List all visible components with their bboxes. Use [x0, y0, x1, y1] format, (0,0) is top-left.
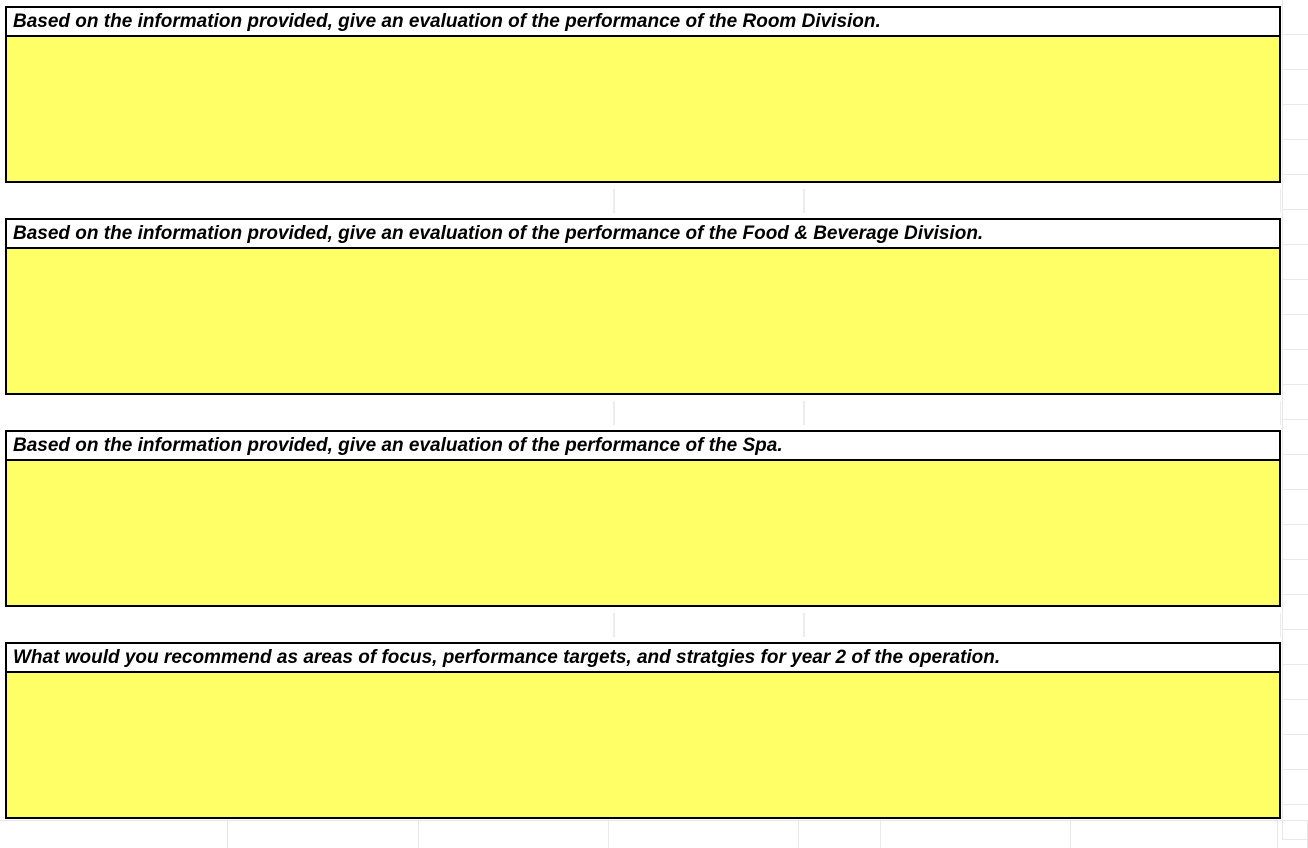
spacer-row — [5, 613, 1281, 637]
spacer-row — [5, 401, 1281, 425]
q-year2-recommendations-answer-input[interactable] — [5, 673, 1281, 819]
q-year2-recommendations-prompt: What would you recommend as areas of foc… — [5, 642, 1281, 673]
q-food-beverage-prompt: Based on the information provided, give … — [5, 218, 1281, 249]
q-food-beverage-block: Based on the information provided, give … — [5, 218, 1281, 395]
q-room-division-prompt: Based on the information provided, give … — [5, 6, 1281, 37]
q-year2-recommendations-block: What would you recommend as areas of foc… — [5, 642, 1281, 819]
q-food-beverage-answer-input[interactable] — [5, 249, 1281, 395]
bottom-gridlines — [0, 820, 1308, 848]
q-room-division-block: Based on the information provided, give … — [5, 6, 1281, 183]
q-spa-prompt: Based on the information provided, give … — [5, 430, 1281, 461]
q-room-division-answer-input[interactable] — [5, 37, 1281, 183]
q-spa-block: Based on the information provided, give … — [5, 430, 1281, 607]
spreadsheet-sheet: Based on the information provided, give … — [0, 0, 1308, 848]
right-gridlines — [1282, 0, 1308, 848]
spacer-row — [5, 189, 1281, 213]
q-spa-answer-input[interactable] — [5, 461, 1281, 607]
